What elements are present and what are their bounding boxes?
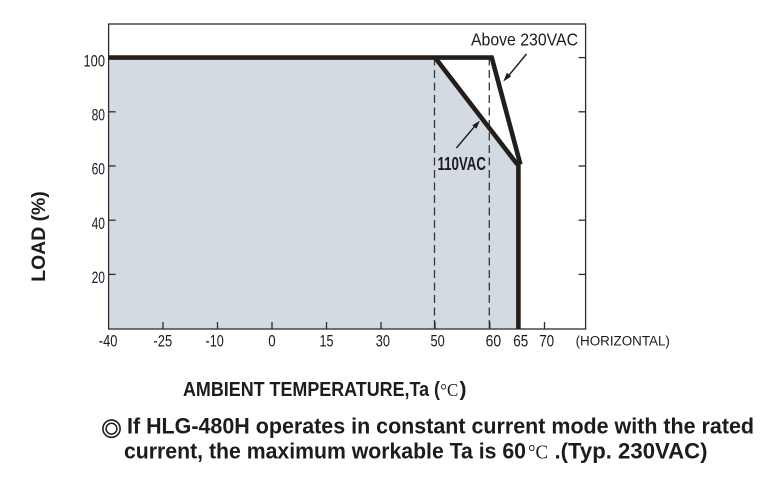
svg-text:15: 15 [320, 333, 334, 351]
svg-text:AMBIENT TEMPERATURE,Ta (: AMBIENT TEMPERATURE,Ta ( [183, 379, 440, 401]
svg-text:If HLG-480H operates in consta: If HLG-480H operates in constant current… [127, 413, 754, 438]
svg-text:): ) [460, 379, 467, 401]
svg-text:current, the maximum workable: current, the maximum workable Ta is 60 [124, 439, 526, 464]
svg-text:Above 230VAC: Above 230VAC [471, 30, 578, 50]
svg-text:70: 70 [539, 333, 554, 351]
svg-text:30: 30 [376, 333, 390, 351]
svg-text:100: 100 [84, 52, 106, 70]
svg-text:LOAD (%): LOAD (%) [29, 191, 50, 282]
svg-text:.(Typ. 230VAC): .(Typ. 230VAC) [555, 439, 708, 464]
svg-text:20: 20 [92, 269, 105, 287]
svg-text:110VAC: 110VAC [438, 154, 487, 174]
svg-text:60: 60 [92, 161, 105, 179]
svg-text:-25: -25 [153, 333, 172, 351]
svg-text:60: 60 [486, 333, 502, 351]
svg-text:40: 40 [92, 215, 105, 233]
svg-text:50: 50 [431, 333, 445, 351]
svg-text:80: 80 [92, 107, 105, 125]
svg-text:°C: °C [440, 380, 458, 400]
svg-text:°C: °C [528, 443, 548, 464]
svg-text:0: 0 [268, 333, 275, 351]
svg-text:-10: -10 [206, 333, 224, 351]
svg-text:65: 65 [513, 333, 528, 351]
svg-text:(HORIZONTAL): (HORIZONTAL) [576, 334, 670, 349]
svg-text:-40: -40 [99, 333, 118, 351]
